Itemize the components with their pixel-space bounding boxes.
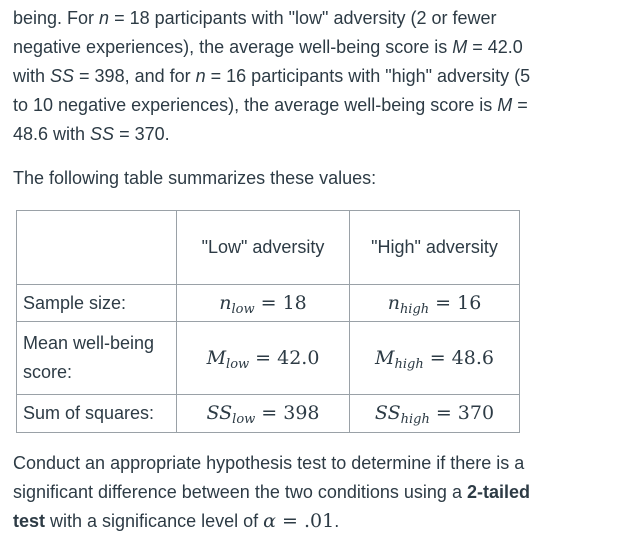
cell-m-high: Mhigh = 48.6	[349, 321, 520, 395]
intro-line-2: negative experiences), the average well-…	[13, 37, 523, 57]
row-label-sample-size: Sample size:	[16, 284, 177, 322]
table-row-sum-of-squares: Sum of squares: SSlow = 398 SShigh = 370	[16, 394, 520, 433]
cell-n-low: nlow = 18	[176, 284, 350, 322]
var-m: M	[497, 95, 513, 115]
paragraph-table-intro: The following table summarizes these val…	[13, 164, 614, 193]
cell-n-high: nhigh = 16	[349, 284, 520, 322]
table-header-low-adversity: "Low" adversity	[176, 210, 350, 285]
table-header-high-adversity: "High" adversity	[349, 210, 520, 285]
math-n-high: nhigh = 16	[387, 291, 482, 317]
var-ss: SS	[50, 66, 75, 86]
intro-line-1: being. For n = 18 participants with "low…	[13, 8, 497, 28]
math-m-low: Mlow = 42.0	[206, 346, 320, 372]
math-m-high: Mhigh = 48.6	[375, 346, 494, 372]
intro-line-4: to 10 negative experiences), the average…	[13, 95, 528, 115]
math-ss-low: SSlow = 398	[206, 402, 320, 427]
summary-table: "Low" adversity "High" adversity Sample …	[16, 210, 520, 433]
table-row-sample-size: Sample size: nlow = 18 nhigh = 16	[16, 284, 520, 322]
row-label-sum-of-squares: Sum of squares:	[16, 394, 177, 433]
math-n-low: nlow = 18	[219, 291, 307, 317]
bold-2-tailed: 2-tailed	[466, 482, 530, 502]
paragraph-task-instruction: Conduct an appropriate hypothesis test t…	[13, 449, 614, 536]
alpha-value: = .01	[275, 510, 335, 532]
cell-m-low: Mlow = 42.0	[176, 321, 350, 395]
paragraph-study-description: being. For n = 18 participants with "low…	[13, 4, 614, 149]
table-row-mean-score: Mean well-being score: Mlow = 42.0 Mhigh =…	[16, 321, 520, 395]
table-header-row: "Low" adversity "High" adversity	[16, 210, 520, 285]
table-intro-text: The following table summarizes these val…	[13, 168, 377, 188]
var-alpha: α	[263, 510, 276, 532]
intro-line-5: 48.6 with SS = 370.	[13, 124, 170, 144]
cell-ss-high: SShigh = 370	[349, 394, 520, 433]
var-ss: SS	[90, 124, 115, 144]
bold-test: test	[13, 511, 46, 531]
math-ss-high: SShigh = 370	[374, 402, 495, 427]
var-n: n	[195, 66, 206, 86]
cell-ss-low: SSlow = 398	[176, 394, 350, 433]
task-line-2: significant difference between the two c…	[13, 482, 530, 502]
task-line-1: Conduct an appropriate hypothesis test t…	[13, 453, 525, 473]
intro-line-3: with SS = 398, and for n = 16 participan…	[13, 66, 531, 86]
var-n: n	[99, 8, 110, 28]
task-line-3: test with a significance level of α = .0…	[13, 510, 340, 532]
var-m: M	[452, 37, 468, 57]
row-label-mean-score: Mean well-being score:	[16, 321, 177, 395]
table-corner-cell	[16, 210, 177, 285]
